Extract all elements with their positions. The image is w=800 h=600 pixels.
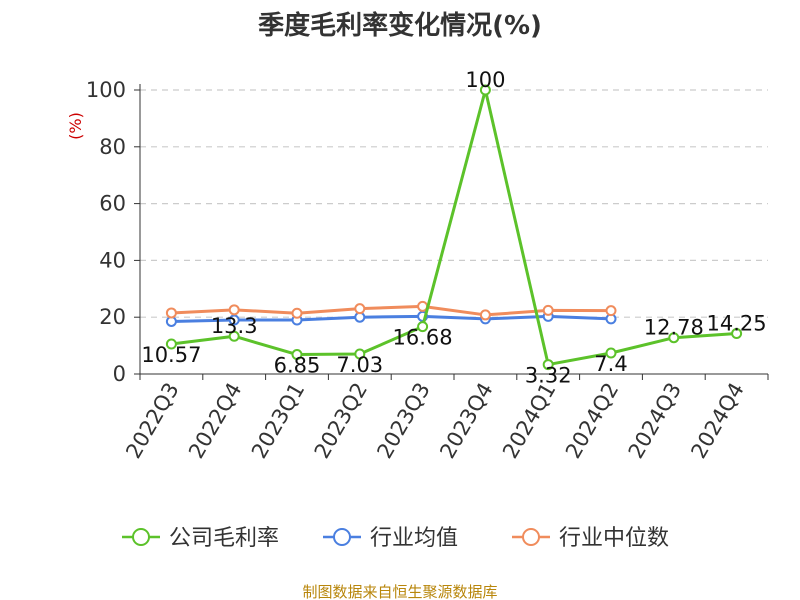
data-label: 12.78	[644, 316, 704, 340]
data-point[interactable]	[165, 307, 177, 319]
x-tick-label: 2022Q4	[184, 379, 246, 463]
legend-marker	[132, 528, 150, 546]
data-label: 6.85	[274, 354, 321, 378]
data-label: 13.3	[211, 314, 258, 338]
legend-label: 行业均值	[370, 526, 458, 551]
data-point[interactable]	[668, 332, 680, 344]
data-point[interactable]	[291, 349, 303, 361]
data-label: 16.68	[393, 326, 453, 350]
x-tick-label: 2022Q3	[121, 379, 183, 463]
x-tick-label: 2024Q3	[624, 379, 686, 463]
y-tick-label: 40	[99, 248, 126, 272]
data-point[interactable]	[417, 321, 429, 333]
data-point[interactable]	[228, 304, 240, 316]
data-point[interactable]	[542, 304, 554, 316]
legend-item-0[interactable]: 公司毛利率	[122, 526, 279, 551]
data-point[interactable]	[731, 328, 743, 340]
x-tick-label: 2024Q4	[686, 379, 748, 463]
x-tick-label: 2024Q2	[561, 379, 623, 463]
data-label: 7.4	[594, 352, 627, 376]
legend-marker	[522, 528, 540, 546]
data-point[interactable]	[542, 359, 554, 371]
legend-item-1[interactable]: 行业均值	[323, 526, 458, 551]
series-0	[165, 84, 743, 371]
data-label: 100	[465, 68, 505, 92]
source-note: 制图数据来自恒生聚源数据库	[302, 583, 497, 600]
chart-title: 季度毛利率变化情况(%)	[258, 10, 542, 41]
y-tick-label: 100	[86, 78, 126, 102]
legend-label: 公司毛利率	[169, 526, 279, 551]
data-point[interactable]	[354, 303, 366, 315]
legend[interactable]: 公司毛利率 行业均值 行业中位数	[122, 526, 669, 551]
data-point[interactable]	[479, 84, 491, 96]
data-label: 10.57	[141, 343, 201, 367]
y-axis-unit: (%)	[66, 112, 85, 140]
x-tick-label: 2024Q1	[498, 379, 560, 463]
legend-item-2[interactable]: 行业中位数	[512, 526, 669, 551]
data-label: 7.03	[336, 353, 383, 377]
data-point[interactable]	[228, 314, 240, 326]
series-line	[171, 304, 612, 317]
data-point[interactable]	[291, 307, 303, 319]
data-point[interactable]	[605, 305, 617, 317]
x-tick-label: 2023Q4	[435, 379, 497, 463]
data-point[interactable]	[354, 348, 366, 360]
data-label: 14.25	[707, 312, 767, 336]
y-tick-label: 60	[99, 192, 126, 216]
legend-marker	[333, 528, 351, 546]
x-tick-label: 2023Q2	[310, 379, 372, 463]
y-tick-label: 80	[99, 135, 126, 159]
y-tick-label: 0	[113, 362, 126, 386]
data-labels: 10.57 13.3 6.85 7.03 16.68 100 3.32 7.4 12.78 14.…	[141, 68, 766, 388]
data-point[interactable]	[228, 330, 240, 342]
series-2	[165, 300, 617, 321]
legend-label: 行业中位数	[559, 526, 669, 551]
data-point[interactable]	[479, 309, 491, 321]
x-tick-label: 2023Q3	[372, 379, 434, 463]
data-label: 3.32	[525, 364, 572, 388]
data-point[interactable]	[605, 347, 617, 359]
x-tick-label: 2023Q1	[247, 379, 309, 463]
series-layer	[165, 84, 743, 371]
y-tick-label: 20	[99, 305, 126, 329]
data-point[interactable]	[165, 338, 177, 350]
series-line	[171, 88, 737, 367]
